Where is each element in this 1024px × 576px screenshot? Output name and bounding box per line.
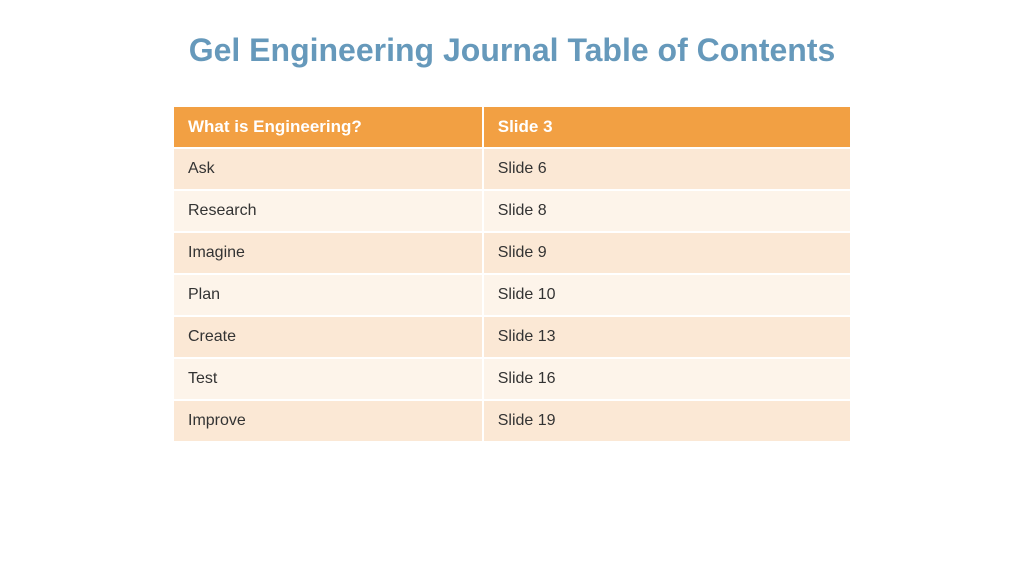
table-row: Create Slide 13 [174, 317, 850, 357]
toc-table: What is Engineering? Slide 3 Ask Slide 6… [172, 105, 852, 443]
cell-slide: Slide 10 [484, 275, 850, 315]
page: Gel Engineering Journal Table of Content… [0, 0, 1024, 576]
cell-topic: Research [174, 191, 482, 231]
table-header-row: What is Engineering? Slide 3 [174, 107, 850, 147]
cell-slide: Slide 19 [484, 401, 850, 441]
cell-slide: Slide 16 [484, 359, 850, 399]
header-slide: Slide 3 [484, 107, 850, 147]
table-row: Test Slide 16 [174, 359, 850, 399]
cell-slide: Slide 13 [484, 317, 850, 357]
table-row: Research Slide 8 [174, 191, 850, 231]
table-body: Ask Slide 6 Research Slide 8 Imagine Sli… [174, 149, 850, 441]
page-title: Gel Engineering Journal Table of Content… [0, 32, 1024, 69]
table-row: Plan Slide 10 [174, 275, 850, 315]
cell-topic: Improve [174, 401, 482, 441]
cell-topic: Imagine [174, 233, 482, 273]
header-topic: What is Engineering? [174, 107, 482, 147]
table-row: Improve Slide 19 [174, 401, 850, 441]
cell-slide: Slide 8 [484, 191, 850, 231]
table-row: Ask Slide 6 [174, 149, 850, 189]
table-row: Imagine Slide 9 [174, 233, 850, 273]
toc-table-wrapper: What is Engineering? Slide 3 Ask Slide 6… [172, 105, 852, 443]
cell-slide: Slide 6 [484, 149, 850, 189]
cell-topic: Test [174, 359, 482, 399]
cell-slide: Slide 9 [484, 233, 850, 273]
cell-topic: Plan [174, 275, 482, 315]
cell-topic: Create [174, 317, 482, 357]
cell-topic: Ask [174, 149, 482, 189]
